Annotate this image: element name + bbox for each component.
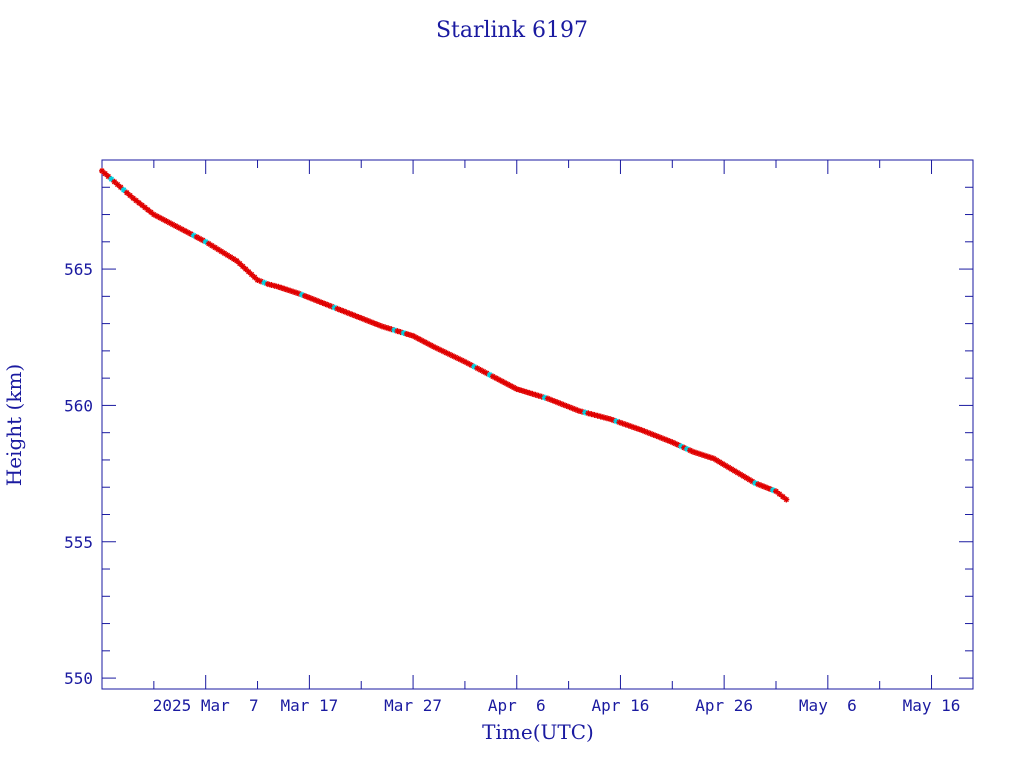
data-point <box>458 357 465 364</box>
x-tick-label: May 6 <box>799 696 857 715</box>
y-tick-label: 555 <box>64 533 93 552</box>
y-tick-labels: 550 555 560 565 <box>64 260 93 688</box>
data-point <box>489 373 496 380</box>
data-point <box>349 311 356 318</box>
data-point <box>776 491 783 498</box>
data-series <box>99 167 790 503</box>
x-tick-label: Apr 16 <box>592 696 650 715</box>
x-tick-labels: 2025 Mar 7 Mar 17 Mar 27 Apr 6 Apr 16 Apr 26 M… <box>153 696 961 715</box>
x-tick-label: Apr 6 <box>488 696 546 715</box>
x-tick-label: Mar 27 <box>384 696 442 715</box>
data-point <box>221 250 228 257</box>
y-axis-label: Height (km) <box>2 364 26 486</box>
x-tick-label: 2025 Mar 7 <box>153 696 259 715</box>
x-tick-label: Mar 17 <box>280 696 338 715</box>
axis-ticks <box>102 160 973 689</box>
data-point <box>126 192 133 199</box>
chart-title: Starlink 6197 <box>436 18 588 43</box>
data-point <box>783 496 790 503</box>
x-axis-label: Time(UTC) <box>482 720 594 744</box>
x-tick-label: May 16 <box>903 696 961 715</box>
data-point <box>114 181 121 188</box>
data-point <box>268 281 275 288</box>
y-tick-label: 560 <box>64 396 93 415</box>
x-tick-label: Apr 26 <box>695 696 753 715</box>
data-point <box>261 279 268 286</box>
y-tick-label: 565 <box>64 260 93 279</box>
y-tick-label: 550 <box>64 669 93 688</box>
plot-frame <box>101 159 974 690</box>
